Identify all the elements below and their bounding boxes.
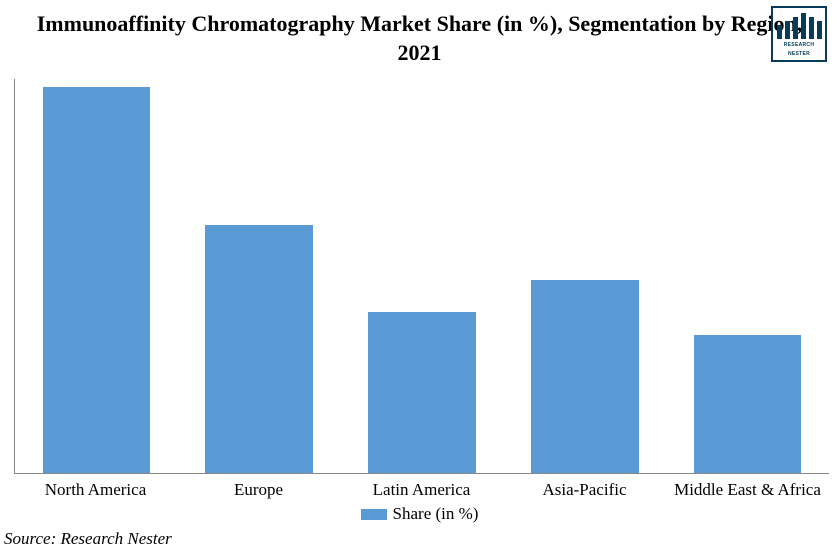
legend-label: Share (in %) — [393, 504, 479, 524]
bar-europe — [205, 225, 312, 473]
logo-bar — [801, 13, 806, 39]
logo-bar — [793, 17, 798, 39]
x-label: Europe — [177, 480, 340, 500]
x-label: North America — [14, 480, 177, 500]
source-attribution: Source: Research Nester — [4, 529, 172, 549]
bar-asia-pacific — [531, 280, 638, 473]
x-label: Asia-Pacific — [503, 480, 666, 500]
bar-north-america — [43, 87, 150, 473]
bar-wrap — [15, 79, 178, 473]
chart-container: RESEARCH NESTER Immunoaffinity Chromatog… — [0, 0, 839, 551]
logo-bar — [785, 21, 790, 39]
bar-wrap — [503, 79, 666, 473]
bar-wrap — [666, 79, 829, 473]
logo-text-line2: NESTER — [788, 51, 810, 57]
bars-group — [15, 79, 829, 473]
chart-title: Immunoaffinity Chromatography Market Sha… — [0, 10, 839, 79]
legend-swatch-icon — [361, 509, 387, 520]
bar-wrap — [341, 79, 504, 473]
brand-logo: RESEARCH NESTER — [771, 6, 827, 62]
logo-bar — [809, 17, 814, 39]
logo-bar — [777, 25, 782, 39]
x-label: Latin America — [340, 480, 503, 500]
x-axis-labels: North America Europe Latin America Asia-… — [14, 480, 829, 500]
bar-latin-america — [368, 312, 475, 474]
logo-text-line1: RESEARCH — [784, 42, 814, 48]
bar-wrap — [178, 79, 341, 473]
legend: Share (in %) — [0, 504, 839, 524]
plot-area — [14, 79, 829, 474]
bar-middle-east-africa — [694, 335, 801, 473]
logo-bars-icon — [777, 11, 822, 39]
logo-bar — [817, 21, 822, 39]
x-label: Middle East & Africa — [666, 480, 829, 500]
